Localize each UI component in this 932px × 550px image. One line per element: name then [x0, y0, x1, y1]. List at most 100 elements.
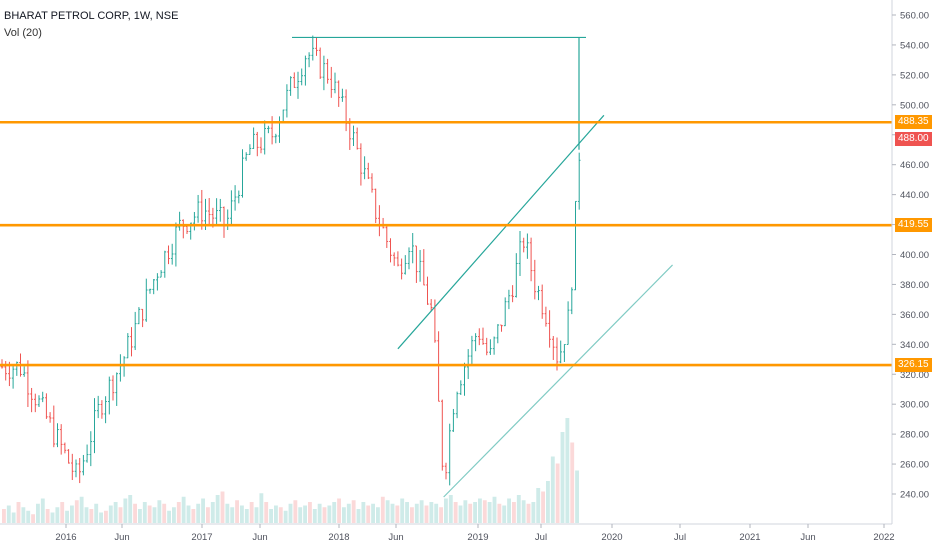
volume-bar: [60, 502, 65, 523]
volume-bar: [332, 502, 337, 523]
volume-bar: [361, 502, 366, 523]
volume-bar: [458, 505, 463, 523]
volume-bar: [424, 505, 429, 523]
volume-bar: [283, 510, 288, 523]
y-tick-label: 440.00: [900, 190, 929, 201]
volume-bar: [269, 509, 273, 523]
volume-bar: [293, 500, 298, 523]
volume-bar: [342, 507, 346, 523]
volume-bar: [167, 510, 171, 523]
volume-bar: [147, 505, 152, 523]
volume-bar: [79, 496, 84, 523]
volume-bar: [244, 509, 249, 523]
volume-bar: [133, 503, 137, 523]
volume-bar: [201, 498, 205, 523]
volume-bar: [473, 502, 477, 523]
volume-bar: [40, 498, 45, 523]
volume-bar: [128, 495, 133, 523]
volume-bar: [84, 507, 89, 523]
volume-bar: [308, 502, 312, 523]
volume-bar: [249, 502, 254, 523]
volume-bar: [196, 503, 201, 523]
volume-bar: [2, 509, 6, 523]
volume-bar: [478, 498, 482, 523]
volume-bar: [468, 503, 473, 523]
y-tick-label: 280.00: [900, 430, 929, 441]
volume-bar: [123, 498, 128, 523]
x-tick-label: 2018: [328, 532, 349, 543]
volume-bar: [254, 507, 259, 523]
volume-bar: [230, 507, 235, 523]
volume-bar: [278, 507, 283, 523]
volume-bar: [94, 503, 99, 523]
x-tick-label: 2020: [601, 532, 622, 543]
x-tick-label: Jun: [114, 532, 129, 543]
y-tick-label: 360.00: [900, 310, 929, 321]
volume-bar: [298, 507, 303, 523]
volume-bar: [385, 500, 390, 523]
volume-bar: [235, 500, 239, 523]
y-tick-label: 520.00: [900, 70, 929, 81]
volume-bar: [526, 503, 531, 523]
volume-bar: [11, 512, 16, 523]
volume-bar: [138, 509, 142, 523]
volume-bar: [444, 498, 448, 523]
volume-bar: [104, 510, 108, 523]
upper-channel-line: [397, 114, 605, 350]
level-price-badge: 488.35: [895, 115, 932, 130]
volume-bar: [322, 507, 327, 523]
volume-bar: [157, 500, 162, 523]
volume-bar: [108, 505, 113, 523]
horizontal-levels[interactable]: [0, 120, 892, 367]
volume-bar: [215, 495, 220, 523]
time-axis[interactable]: 2016 Jun 2017 Jun 2018 Jun 2019 Jul 2020 Jul 2021 J…: [55, 524, 895, 543]
volume-bar: [113, 502, 118, 523]
volume-bar: [405, 502, 409, 523]
volume-bar: [31, 514, 35, 523]
volume-bar: [448, 495, 453, 523]
volume-bar: [26, 510, 31, 523]
volume-bar: [176, 502, 181, 523]
volume-bar: [390, 503, 395, 523]
x-tick-label: Jul: [535, 532, 547, 543]
volume-bar: [50, 512, 55, 523]
price-axis[interactable]: 560.00540.00520.00500.00480.00460.00440.…: [892, 11, 929, 501]
volume-bar: [210, 502, 215, 523]
volume-bar: [482, 500, 487, 523]
y-tick-label: 400.00: [900, 250, 929, 261]
volume-bar: [550, 456, 555, 523]
volume-bar: [186, 505, 191, 523]
last-price-badge: 488.00: [895, 131, 932, 146]
volume-bar: [74, 500, 79, 523]
x-tick-label: Jun: [252, 532, 267, 543]
x-tick-label: 2016: [55, 532, 76, 543]
volume-bar: [376, 507, 380, 523]
volume-bar: [575, 470, 579, 523]
y-tick-label: 380.00: [900, 280, 929, 291]
volume-bar: [560, 432, 565, 523]
volume-bar: [36, 503, 40, 523]
volume-bar: [337, 498, 341, 523]
x-tick-label: Jul: [674, 532, 686, 543]
volume-bar: [6, 505, 11, 523]
volume-bar: [555, 463, 560, 523]
volume-bar: [21, 507, 26, 523]
volume-indicator-label: Vol (20): [4, 27, 42, 39]
volume-bar: [400, 498, 405, 523]
volume-bar: [395, 505, 400, 523]
volume-bar: [89, 509, 94, 523]
level-price-badge: 326.15: [895, 358, 932, 373]
y-tick-label: 340.00: [900, 340, 929, 351]
y-tick-label: 540.00: [900, 40, 929, 51]
volume-bar: [453, 502, 458, 523]
volume-bar: [507, 498, 511, 523]
volume-bar: [419, 500, 424, 523]
volume-bar: [366, 505, 371, 523]
y-tick-label: 560.00: [900, 11, 929, 22]
volume-bar: [303, 505, 307, 523]
volume-bar: [99, 512, 103, 523]
y-tick-label: 500.00: [900, 100, 929, 111]
trend-drawings[interactable]: [292, 36, 673, 498]
volume-bar: [65, 510, 69, 523]
